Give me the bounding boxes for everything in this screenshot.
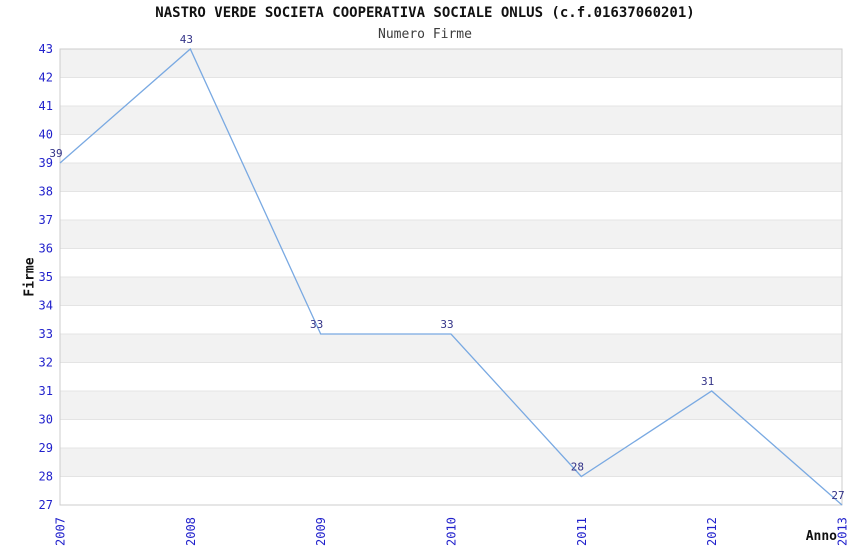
y-tick-label: 40 [39, 128, 53, 142]
data-point-label: 31 [701, 375, 714, 388]
y-tick-label: 32 [39, 356, 53, 370]
plot-band [60, 362, 842, 391]
plot-band [60, 248, 842, 277]
plot-band [60, 163, 842, 192]
plot-band [60, 277, 842, 306]
y-axis-label: Firme [22, 257, 38, 297]
y-tick-label: 28 [39, 470, 53, 484]
y-tick-label: 38 [39, 185, 53, 199]
x-tick-label: 2013 [836, 517, 850, 546]
plot-band [60, 220, 842, 249]
y-tick-label: 35 [39, 270, 53, 284]
plot-band [60, 391, 842, 420]
x-tick-label: 2008 [184, 517, 198, 546]
data-point-label: 27 [831, 489, 844, 502]
plot-band [60, 134, 842, 163]
y-tick-label: 36 [39, 242, 53, 256]
x-tick-label: 2007 [54, 517, 68, 546]
chart-title: NASTRO VERDE SOCIETA COOPERATIVA SOCIALE… [155, 5, 695, 21]
plot-band [60, 448, 842, 477]
data-point-label: 33 [440, 318, 453, 331]
plot-band [60, 476, 842, 505]
x-tick-label: 2012 [705, 517, 719, 546]
plot-band [60, 106, 842, 135]
y-tick-label: 39 [39, 156, 53, 170]
y-tick-label: 33 [39, 327, 53, 341]
x-tick-label: 2011 [575, 517, 589, 546]
x-tick-label: 2010 [445, 517, 459, 546]
y-tick-label: 30 [39, 413, 53, 427]
y-tick-label: 42 [39, 71, 53, 85]
y-tick-label: 27 [39, 498, 53, 512]
plot-band [60, 334, 842, 363]
plot-band [60, 191, 842, 220]
plot-band [60, 419, 842, 448]
y-tick-label: 34 [39, 299, 53, 313]
data-line [59, 47, 843, 506]
data-point-label: 43 [180, 33, 193, 46]
y-tick-label: 29 [39, 441, 53, 455]
data-point-label: 39 [49, 147, 62, 160]
plot-band [60, 305, 842, 334]
plot-border [59, 48, 843, 506]
y-tick-label: 37 [39, 213, 53, 227]
plot-band [60, 49, 842, 78]
plot-band [60, 77, 842, 106]
y-tick-label: 43 [39, 42, 53, 56]
x-tick-label: 2009 [314, 517, 328, 546]
y-tick-label: 41 [39, 99, 53, 113]
y-tick-label: 31 [39, 384, 53, 398]
chart-subtitle: Numero Firme [378, 27, 472, 42]
data-point-label: 28 [571, 461, 584, 474]
data-point-label: 33 [310, 318, 323, 331]
x-axis-label: Anno [805, 529, 837, 544]
